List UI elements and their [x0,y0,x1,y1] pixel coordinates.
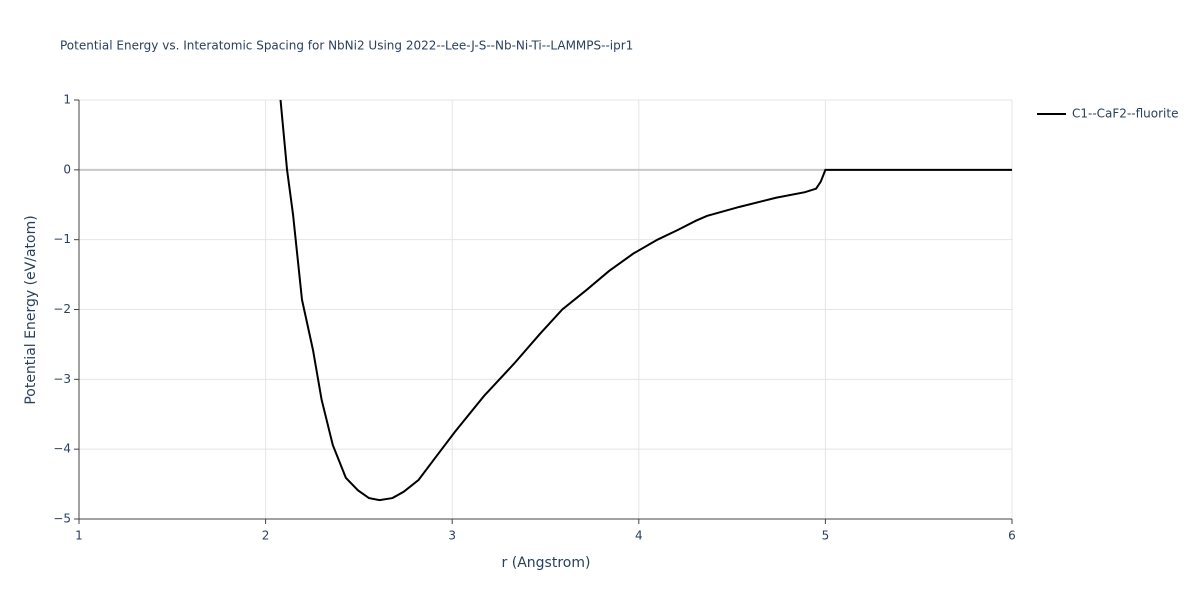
y-tick-label: −3 [53,372,71,386]
chart-title: Potential Energy vs. Interatomic Spacing… [60,39,633,53]
y-tick-label: −2 [53,302,71,316]
x-tick-label: 2 [262,529,270,543]
x-tick-label: 3 [448,529,456,543]
y-tick-label: −4 [53,442,71,456]
y-axis-title: Potential Energy (eV/atom) [23,215,39,404]
x-tick-label: 5 [822,529,830,543]
y-tick-label: 1 [63,93,71,107]
x-tick-label: 6 [1008,529,1016,543]
y-tick-label: −1 [53,232,71,246]
x-tick-label: 1 [75,529,83,543]
x-axis-title: r (Angstrom) [502,555,591,571]
legend-label: C1--CaF2--fluorite [1072,107,1178,121]
y-tick-label: 0 [63,162,71,176]
series-line [279,99,1012,502]
y-tick-label: −5 [53,512,71,526]
x-tick-label: 4 [635,529,643,543]
